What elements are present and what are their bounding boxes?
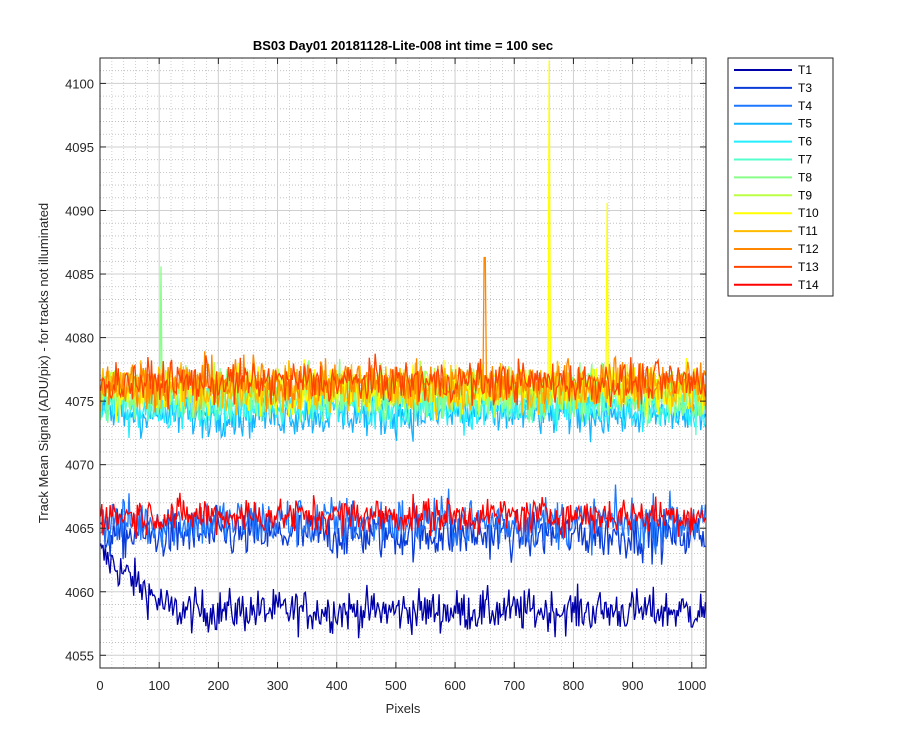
legend-label-t11: T11 [798,224,818,238]
legend-label-t6: T6 [798,135,812,149]
plot-area [99,57,707,669]
legend-label-t3: T3 [798,81,812,95]
series-line-t13 [99,353,707,410]
x-tick-label: 300 [267,678,289,693]
legend-label-t8: T8 [798,170,812,184]
legend-label-t14: T14 [798,278,819,292]
x-tick-label: 600 [444,678,466,693]
series-line-t4 [100,484,707,556]
y-tick-label: 4055 [65,648,94,663]
x-tick-label: 0 [96,678,103,693]
legend-label-t4: T4 [798,99,812,113]
y-tick-label: 4075 [65,394,94,409]
series-line-t10 [99,60,707,422]
y-tick-label: 4095 [65,140,94,155]
x-tick-label: 800 [563,678,585,693]
y-tick-label: 4070 [65,458,94,473]
series-lines [99,60,707,639]
legend-label-t13: T13 [798,260,819,274]
y-tick-label: 4085 [65,267,94,282]
series-line-t1 [99,543,707,639]
x-axis-label: Pixels [386,701,421,716]
x-tick-label: 700 [503,678,525,693]
legend-label-t1: T1 [798,63,812,77]
x-tick-label: 400 [326,678,348,693]
x-tick-label: 100 [148,678,170,693]
legend-label-t9: T9 [798,188,812,202]
x-tick-label: 900 [622,678,644,693]
x-tick-label: 500 [385,678,407,693]
legend-label-t12: T12 [798,242,819,256]
legend-label-t5: T5 [798,117,812,131]
y-tick-label: 4060 [65,585,94,600]
x-tick-label: 200 [208,678,230,693]
axis-ticks: 0 100 200 300 400 500 600 700 800 900 1000 4055 4060… [65,58,706,693]
y-axis-label: Track Mean Signal (ADU/pix) - for tracks… [36,203,51,523]
y-tick-label: 4080 [65,331,94,346]
y-tick-label: 4100 [65,76,94,91]
y-tick-label: 4065 [65,521,94,536]
x-tick-label: 1000 [677,678,706,693]
series-line-t14 [99,492,707,539]
legend: T1 T3 T4 T5 T6 T7 T8 T9 T10 T11 T12 T13 T14 [727,57,834,297]
series-line-t6 [99,375,707,439]
legend-label-t7: T7 [798,153,812,167]
series-line-t3 [100,504,706,565]
y-tick-label: 4090 [65,204,94,219]
legend-label-t10: T10 [798,206,819,220]
chart-title: BS03 Day01 20181128-Lite-008 int time = … [253,38,553,53]
